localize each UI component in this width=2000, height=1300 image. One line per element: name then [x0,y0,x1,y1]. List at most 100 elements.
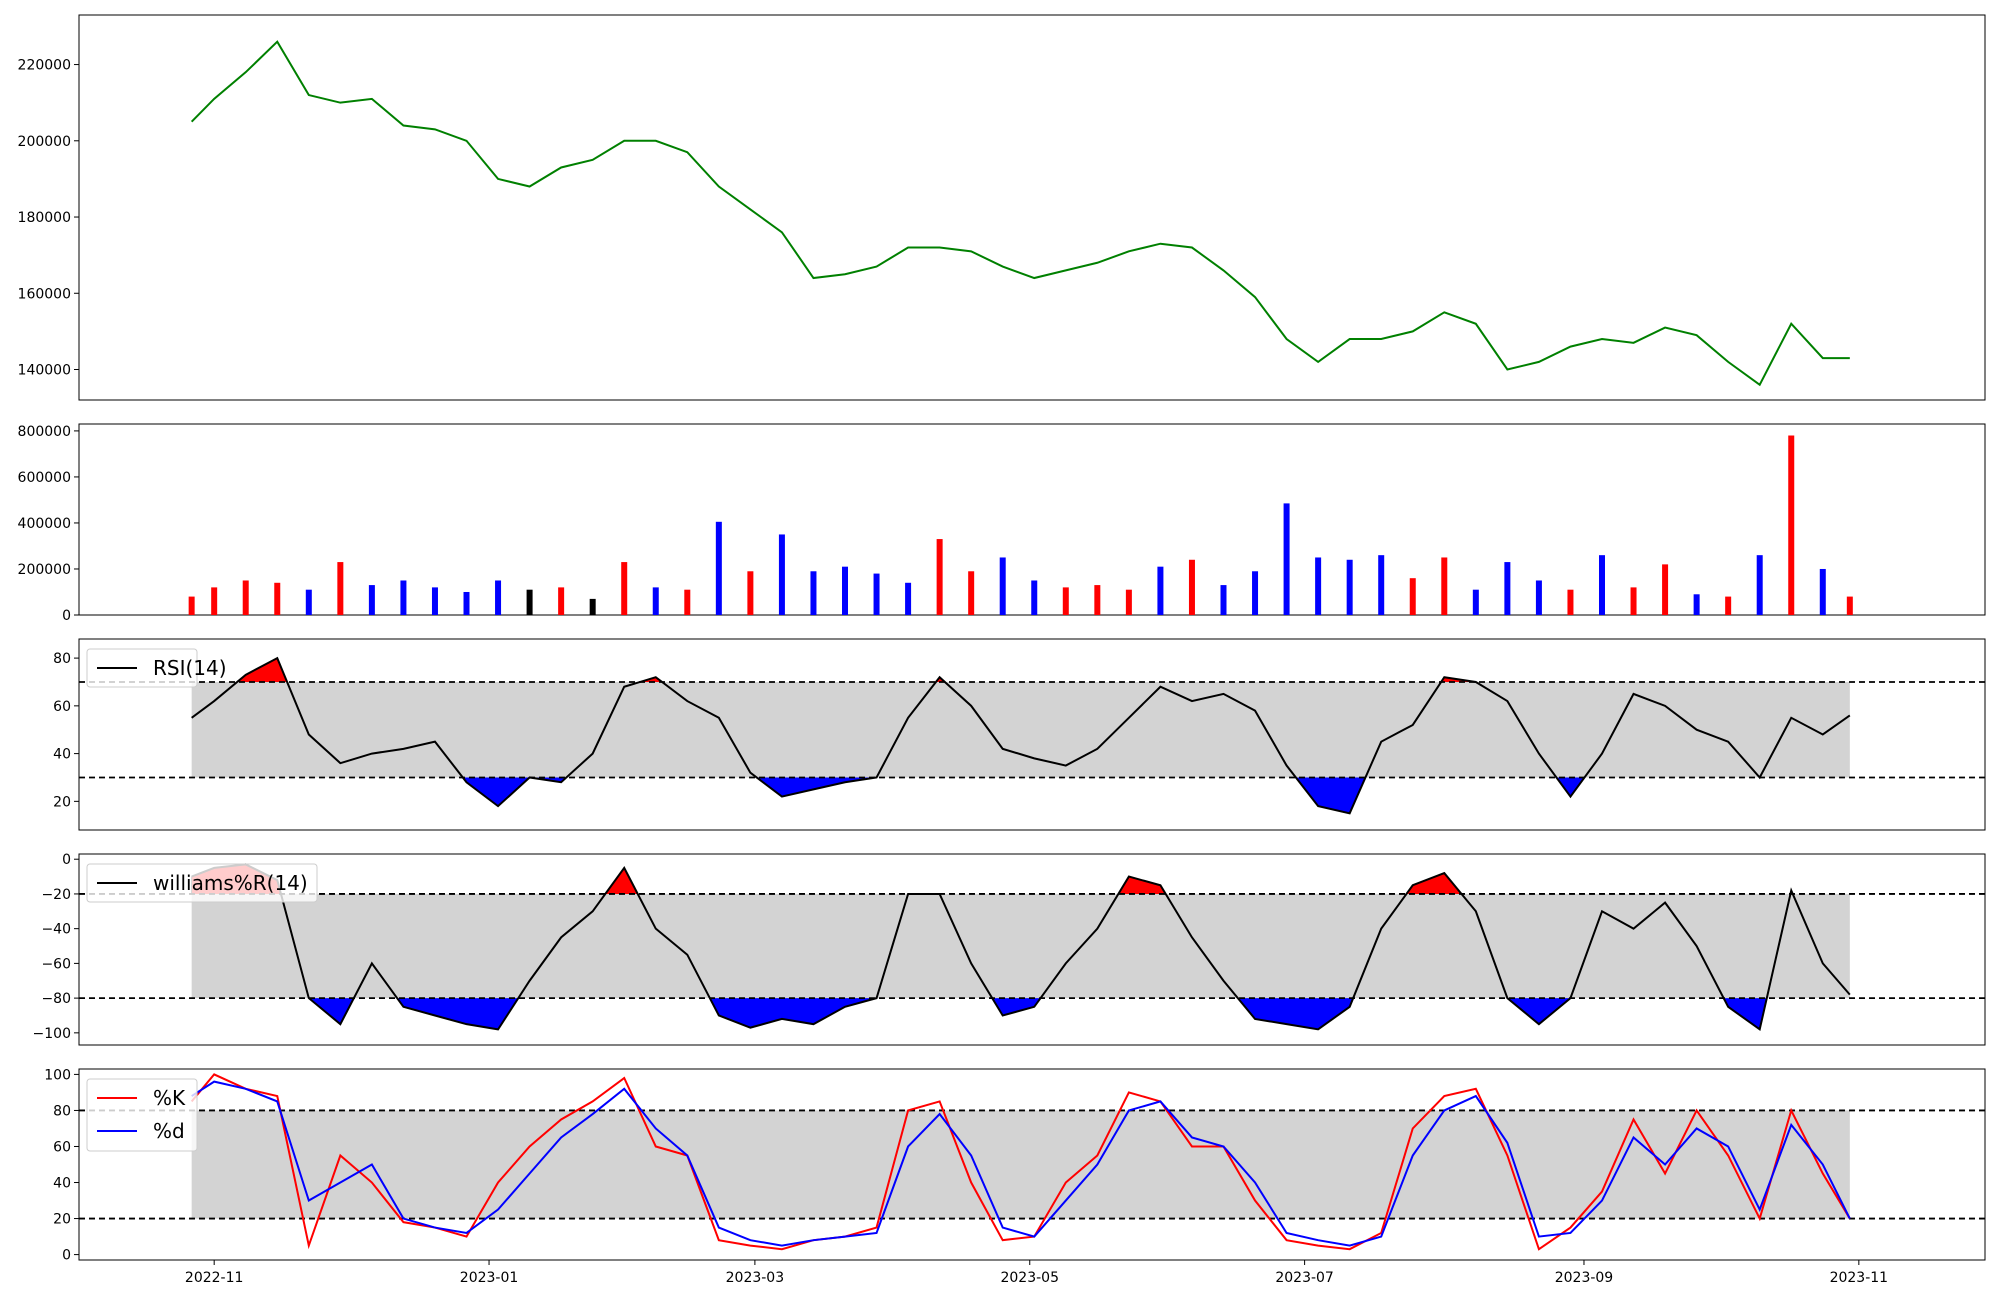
y-tick-label: 180000 [18,210,71,226]
volume-bar [1472,589,1479,615]
volume-bar [400,580,407,615]
neutral-band [191,893,1850,999]
volume-bar [1846,596,1853,615]
k-line [190,1073,1851,1251]
y-tick-label: 400000 [18,516,71,532]
price-line [190,40,1850,387]
volume-bar [526,589,533,615]
volume-bar [1504,562,1511,615]
volume-bar [652,587,659,615]
y-tick-label: 600000 [18,470,71,486]
x-tick-label: 2023-03 [726,1270,785,1286]
volume-panel: 0 200000 400000 600000 800000 [18,423,1986,624]
volume-bar [1346,559,1353,615]
legend-box [86,863,318,903]
plot-frame [78,1068,1986,1261]
y-tick-label: 200000 [18,134,71,150]
williams-panel: 0 −20 −40 −60 −80 −100 williams%R(14) [33,852,1986,1046]
volume-bar [274,582,281,615]
y-tick-label: 40 [53,747,71,763]
volume-bar [1062,587,1069,615]
y-tick-label: 0 [62,852,71,868]
volume-bar [1094,585,1101,615]
legend-box [86,648,198,688]
legend-label: RSI(14) [153,656,227,680]
volume-bar [463,591,470,615]
y-tick-label: 0 [62,608,71,624]
volume-bar [1630,587,1637,615]
volume-bar [558,587,565,615]
volume-bar [1819,568,1826,615]
x-tick-label: 2023-01 [460,1270,519,1286]
volume-bar [1315,557,1322,615]
volume-bar [1378,555,1385,615]
y-tick-label: −100 [33,1026,71,1042]
volume-bar [842,566,849,615]
volume-bar [242,580,249,615]
y-tick-label: −20 [41,887,71,903]
volume-bar [1693,594,1700,615]
legend-label: williams%R(14) [153,871,308,895]
y-tick-label: 20 [53,794,71,810]
y-tick-label: 20 [53,1212,71,1228]
volume-bar [1788,435,1795,615]
volume-bar [621,562,628,615]
volume-bar [715,521,722,615]
plot-frame [78,638,1986,831]
oversold-fill [1556,777,1585,798]
volume-bar [1157,566,1164,615]
volume-bar [905,582,912,615]
volume-bar [1535,580,1542,615]
y-tick-label: −60 [41,956,71,972]
volume-bar [1031,580,1038,615]
legend-label: %K [153,1086,186,1110]
rsi-panel: 20 40 60 80 RSI(14) [53,638,1986,831]
oversold-fill [709,997,877,1029]
y-tick-label: 160000 [18,286,71,302]
price-panel: 140000 160000 180000 200000 220000 [18,14,1986,401]
volume-bar [873,573,880,615]
volume-bar [1756,555,1763,615]
volume-bar [1252,571,1259,615]
volume-bar [305,589,312,615]
volume-bar [1220,585,1227,615]
x-tick-label: 2023-07 [1275,1270,1334,1286]
volume-bar [188,596,195,615]
legend-label: %d [153,1119,185,1143]
volume-bar [1283,503,1290,615]
volume-bar [999,557,1006,615]
volume-bar [1125,589,1132,615]
volume-bar [1662,564,1669,615]
y-tick-label: 100 [44,1067,71,1083]
volume-bar [1188,559,1195,615]
volume-bar [337,562,344,615]
volume-bar [968,571,975,615]
volume-bar [684,589,691,615]
volume-bar [211,587,218,615]
volume-bar [810,571,817,615]
volume-bar [1441,557,1448,615]
volume-bar [368,585,375,615]
volume-bar [589,598,596,615]
y-tick-label: 80 [53,651,71,667]
volume-bar [1725,596,1732,615]
y-tick-label: 80 [53,1103,71,1119]
d-line [191,1080,1851,1247]
y-tick-label: 40 [53,1176,71,1192]
oversold-fill [462,777,530,807]
x-tick-label: 2023-05 [1000,1270,1059,1286]
neutral-band [191,1110,1850,1219]
x-axis: 2022-11 2023-01 2023-03 2023-05 2023-07 2023-… [185,1260,1888,1286]
y-tick-label: 0 [62,1248,71,1264]
y-tick-label: 220000 [18,58,71,74]
williams-line [191,863,1851,1032]
y-tick-label: −80 [41,991,71,1007]
x-tick-label: 2023-11 [1830,1270,1889,1286]
x-tick-label: 2023-09 [1555,1270,1614,1286]
stochastic-panel: 0 20 40 60 80 100 %K %d [44,1067,1986,1264]
volume-bar [747,571,754,615]
volume-bar [778,534,785,615]
volume-bar [1567,589,1574,615]
y-tick-label: 800000 [18,424,71,440]
